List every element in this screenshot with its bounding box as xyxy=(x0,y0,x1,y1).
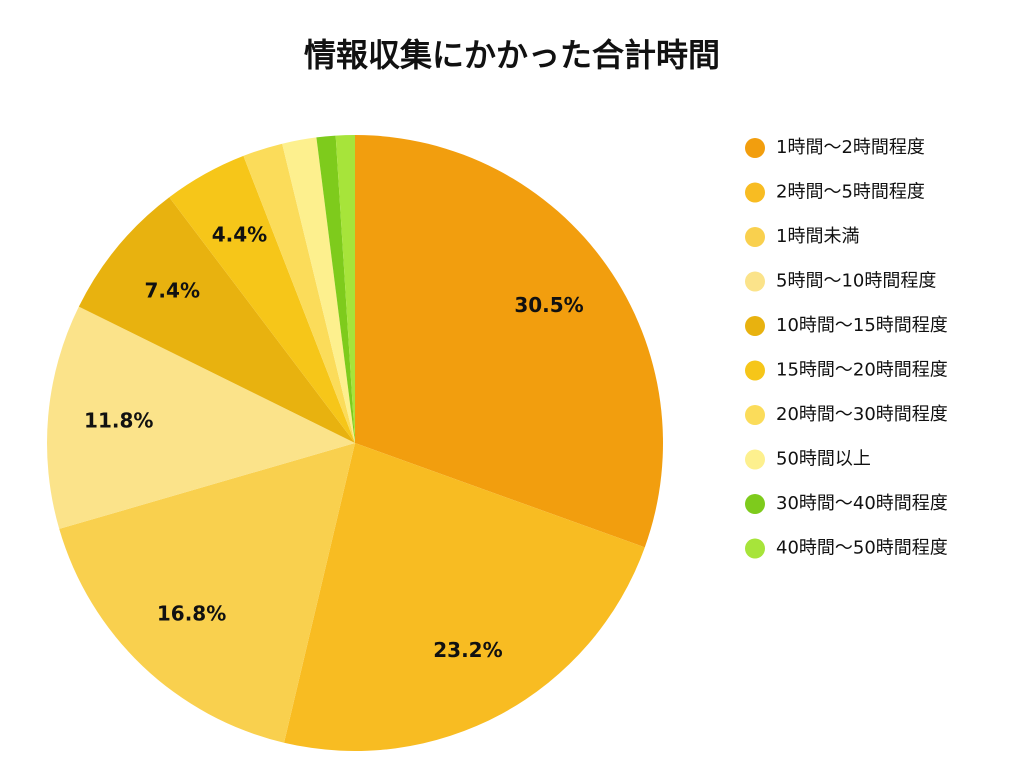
pie-slice xyxy=(316,135,355,443)
pie-slice xyxy=(169,155,355,443)
legend-label: 10時間〜15時間程度 xyxy=(776,315,948,336)
value-label: 30.5% xyxy=(514,293,583,317)
value-label: 16.8% xyxy=(157,601,226,625)
value-label: 23.2% xyxy=(433,638,502,662)
pie-slice xyxy=(284,443,645,752)
pie-slice xyxy=(335,135,355,443)
pie-slice xyxy=(355,135,664,548)
legend-swatch xyxy=(745,405,765,425)
legend-label: 5時間〜10時間程度 xyxy=(776,271,936,292)
legend-swatch xyxy=(745,538,765,559)
legend-swatch xyxy=(745,271,765,292)
legend-label: 2時間〜5時間程度 xyxy=(776,182,925,203)
legend-swatch xyxy=(745,182,765,203)
value-label: 7.4% xyxy=(145,278,200,302)
value-label: 4.4% xyxy=(212,222,267,246)
pie-slice xyxy=(59,443,355,743)
legend-swatch xyxy=(745,227,765,247)
legend-label: 15時間〜20時間程度 xyxy=(776,360,948,381)
legend-swatch xyxy=(745,316,765,336)
legend-swatch xyxy=(745,449,765,470)
legend-label: 1時間〜2時間程度 xyxy=(776,137,925,158)
pie-slice xyxy=(243,143,355,443)
legend-swatch xyxy=(745,360,765,381)
legend-swatch xyxy=(745,138,765,158)
chart-title: 情報収集にかかった合計時間 xyxy=(304,36,720,74)
legend-label: 20時間〜30時間程度 xyxy=(776,404,948,425)
value-label: 11.8% xyxy=(84,409,153,433)
legend-label: 50時間以上 xyxy=(776,449,871,470)
legend-swatch xyxy=(745,494,765,514)
pie-slice xyxy=(282,137,355,444)
legend-label: 1時間未満 xyxy=(776,226,859,247)
pie-slice xyxy=(78,197,355,443)
legend-label: 30時間〜40時間程度 xyxy=(776,493,948,514)
legend-label: 40時間〜50時間程度 xyxy=(776,538,948,559)
pie-slice xyxy=(46,306,355,529)
